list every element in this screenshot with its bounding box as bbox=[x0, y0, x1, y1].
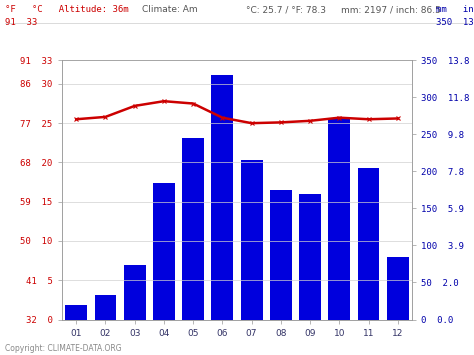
Text: 91  33: 91 33 bbox=[5, 18, 37, 27]
Text: mm: 2197 / inch: 86.5: mm: 2197 / inch: 86.5 bbox=[341, 5, 441, 14]
Text: mm   inch: mm inch bbox=[436, 5, 474, 14]
Bar bbox=[211, 75, 233, 320]
Bar bbox=[182, 138, 204, 320]
Text: Climate: Am: Climate: Am bbox=[142, 5, 198, 14]
Bar bbox=[357, 168, 380, 320]
Text: 350  13.8: 350 13.8 bbox=[436, 18, 474, 27]
Bar bbox=[124, 266, 146, 320]
Bar bbox=[153, 182, 175, 320]
Bar bbox=[270, 190, 292, 320]
Bar bbox=[387, 257, 409, 320]
Bar bbox=[94, 295, 117, 320]
Bar bbox=[328, 118, 350, 320]
Bar bbox=[299, 193, 321, 320]
Bar bbox=[65, 305, 87, 320]
Text: Copyright: CLIMATE-DATA.ORG: Copyright: CLIMATE-DATA.ORG bbox=[5, 344, 121, 353]
Text: °C: 25.7 / °F: 78.3: °C: 25.7 / °F: 78.3 bbox=[246, 5, 327, 14]
Text: °F   °C   Altitude: 36m: °F °C Altitude: 36m bbox=[5, 5, 128, 14]
Bar bbox=[241, 160, 263, 320]
